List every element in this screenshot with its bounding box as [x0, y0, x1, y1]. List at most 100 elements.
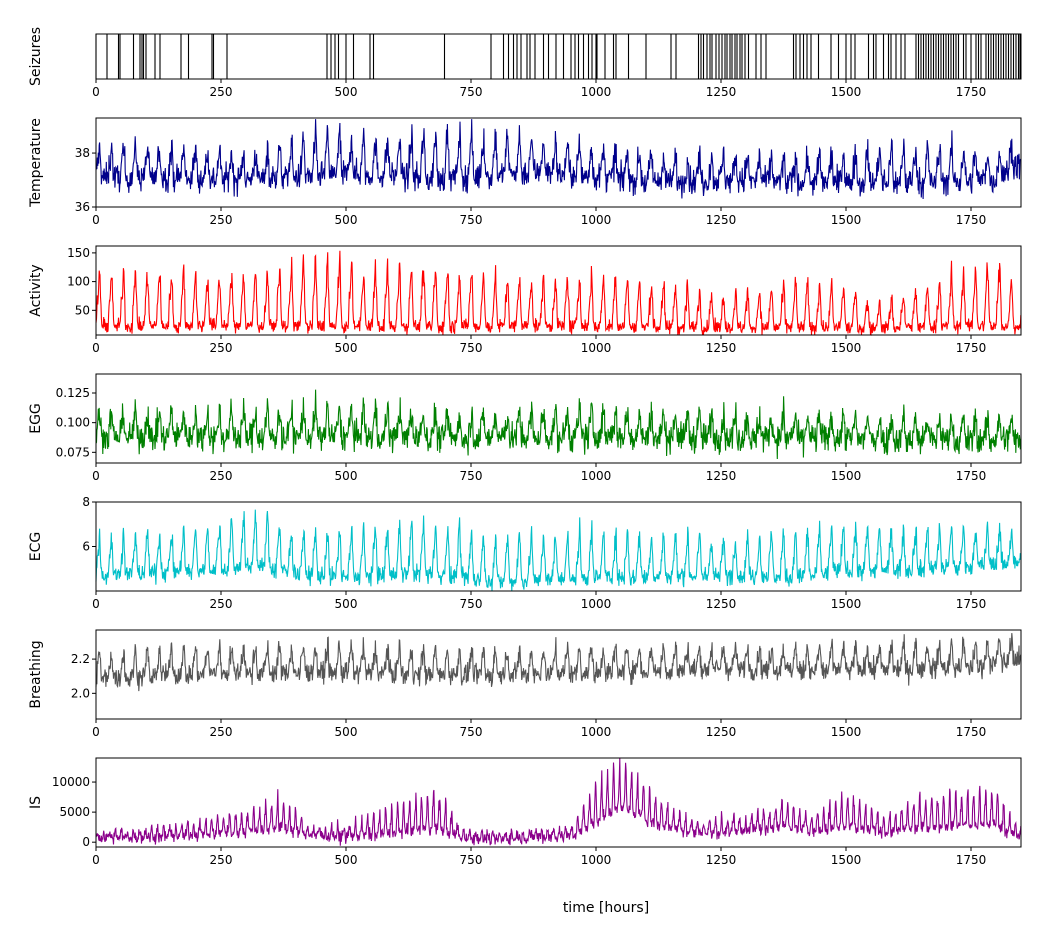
x-tick-label: 500 — [335, 597, 358, 611]
x-tick-label: 500 — [335, 725, 358, 739]
x-tick-label: 0 — [92, 85, 100, 99]
y-tick-label: 0.100 — [56, 416, 90, 430]
axes-frame — [95, 373, 1022, 464]
panel-seizures: 0 250 500 750 1000 1250 1500 1750 Seizures — [28, 27, 1022, 99]
x-tick-label: 0 — [92, 725, 100, 739]
series-line-breathing — [95, 633, 1022, 692]
x-tick-label: 750 — [460, 85, 483, 99]
x-tick-label: 750 — [460, 725, 483, 739]
y-axis-label: Temperature — [28, 118, 44, 208]
series-line-temperature — [95, 119, 1022, 200]
x-tick-label: 1250 — [706, 725, 737, 739]
y-tick-label: 8 — [82, 495, 90, 509]
x-tick-label: 1500 — [831, 213, 862, 227]
axes-frame — [95, 501, 1022, 592]
x-tick-label: 250 — [210, 853, 233, 867]
x-tick-label: 750 — [460, 213, 483, 227]
x-tick-label: 1000 — [581, 725, 612, 739]
y-tick-label: 5000 — [59, 805, 90, 819]
x-tick-label: 250 — [210, 213, 233, 227]
x-tick-label: 750 — [460, 469, 483, 483]
figure-x-axis-label: time [hours] — [563, 900, 649, 916]
y-tick-label: 0.125 — [56, 386, 90, 400]
x-tick-label: 500 — [335, 469, 358, 483]
x-tick-label: 500 — [335, 85, 358, 99]
panel-temperature: 36 38 0 250 500 750 1000 1250 1500 1750 Temperatur… — [28, 117, 1022, 227]
x-tick-label: 500 — [335, 213, 358, 227]
x-tick-label: 1250 — [706, 853, 737, 867]
x-tick-label: 1750 — [956, 853, 987, 867]
x-tick-label: 1000 — [581, 85, 612, 99]
x-tick-label: 1750 — [956, 85, 987, 99]
x-tick-label: 500 — [335, 853, 358, 867]
y-tick-label: 36 — [75, 200, 90, 214]
x-tick-label: 1250 — [706, 469, 737, 483]
x-tick-label: 1750 — [956, 597, 987, 611]
y-axis-label: Breathing — [28, 640, 44, 708]
y-tick-label: 10000 — [52, 775, 90, 789]
axes-frame — [95, 33, 1022, 80]
x-tick-label: 1500 — [831, 725, 862, 739]
x-tick-label: 1750 — [956, 213, 987, 227]
x-tick-label: 1750 — [956, 341, 987, 355]
x-tick-label: 1000 — [581, 341, 612, 355]
panel-breathing: 2.0 2.2 0 250 500 750 1000 1250 1500 1750 Breathin… — [28, 629, 1022, 739]
x-tick-label: 1000 — [581, 213, 612, 227]
y-axis-label: EGG — [28, 403, 44, 434]
axes-frame — [95, 117, 1022, 208]
y-axis-label: IS — [28, 796, 44, 809]
x-tick-label: 250 — [210, 597, 233, 611]
y-axis-label: Seizures — [28, 27, 44, 86]
x-tick-label: 1500 — [831, 597, 862, 611]
x-tick-label: 1750 — [956, 725, 987, 739]
x-tick-label: 1000 — [581, 469, 612, 483]
x-tick-label: 1250 — [706, 597, 737, 611]
x-tick-label: 0 — [92, 341, 100, 355]
axes-frame — [95, 629, 1022, 720]
y-tick-label: 150 — [67, 246, 90, 260]
y-tick-label: 0.075 — [56, 445, 90, 459]
series-line-ecg — [95, 509, 1022, 592]
y-tick-label: 38 — [75, 146, 90, 160]
x-tick-label: 1000 — [581, 597, 612, 611]
y-tick-label: 6 — [82, 540, 90, 554]
x-tick-label: 0 — [92, 213, 100, 227]
y-axis-label: Activity — [28, 264, 44, 316]
x-tick-label: 250 — [210, 725, 233, 739]
y-tick-label: 50 — [75, 303, 90, 317]
x-tick-label: 1250 — [706, 85, 737, 99]
x-tick-label: 750 — [460, 597, 483, 611]
panel-egg: 0.075 0.100 0.125 0 250 500 750 1000 1250 1500 175… — [28, 373, 1022, 483]
x-tick-label: 250 — [210, 85, 233, 99]
x-tick-label: 750 — [460, 341, 483, 355]
y-tick-label: 100 — [67, 275, 90, 289]
y-tick-label: 2.2 — [71, 652, 90, 666]
x-tick-label: 1000 — [581, 853, 612, 867]
x-tick-label: 750 — [460, 853, 483, 867]
x-tick-label: 1750 — [956, 469, 987, 483]
x-tick-label: 1250 — [706, 341, 737, 355]
x-tick-label: 1500 — [831, 341, 862, 355]
y-tick-label: 2.0 — [71, 686, 90, 700]
series-line-activity — [95, 250, 1022, 336]
panel-ecg: 6 8 0 250 500 750 1000 1250 1500 1750 ECG — [28, 495, 1022, 611]
x-tick-label: 0 — [92, 853, 100, 867]
axes-frame — [95, 245, 1022, 336]
x-tick-label: 0 — [92, 597, 100, 611]
series-line-is — [95, 757, 1022, 846]
x-tick-label: 1250 — [706, 213, 737, 227]
axes-frame — [95, 757, 1022, 848]
y-tick-label: 0 — [82, 835, 90, 849]
series-line-egg — [95, 389, 1022, 460]
x-tick-label: 0 — [92, 469, 100, 483]
x-tick-label: 1500 — [831, 853, 862, 867]
x-tick-label: 250 — [210, 469, 233, 483]
x-tick-label: 250 — [210, 341, 233, 355]
x-tick-label: 1500 — [831, 85, 862, 99]
panel-is: 0 5000 10000 0 250 500 750 1000 1250 1500 1750 IS — [28, 757, 1022, 867]
x-tick-label: 1500 — [831, 469, 862, 483]
y-axis-label: ECG — [28, 532, 44, 561]
